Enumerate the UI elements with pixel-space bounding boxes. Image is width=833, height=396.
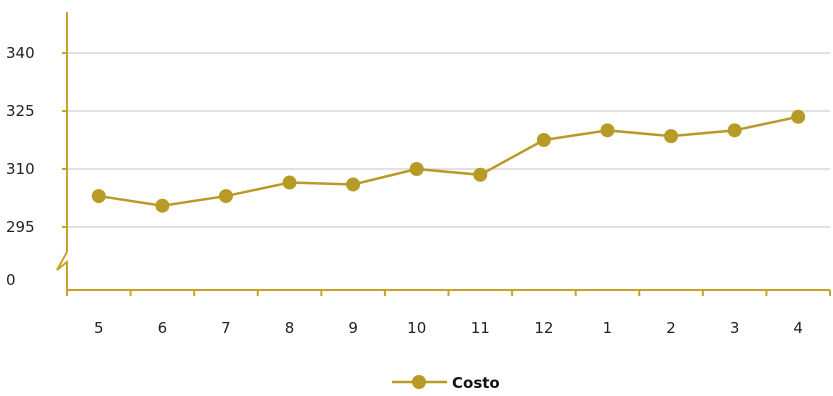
data-point bbox=[282, 175, 297, 190]
x-tick-label: 3 bbox=[730, 319, 740, 337]
x-axis-ticks: 5 6 7 8 9 10 11 12 1 2 3 4 bbox=[94, 319, 803, 337]
x-tick-label: 4 bbox=[793, 319, 803, 337]
y-tick-label: 340 bbox=[6, 44, 35, 62]
x-tick-label: 2 bbox=[666, 319, 676, 337]
x-tick-label: 8 bbox=[285, 319, 295, 337]
x-tick-label: 10 bbox=[407, 319, 426, 337]
axis-break-marker bbox=[56, 251, 68, 296]
series-line bbox=[98, 115, 799, 207]
x-tick-label: 11 bbox=[471, 319, 490, 337]
legend-marker bbox=[412, 375, 426, 389]
x-tick-label: 12 bbox=[534, 319, 553, 337]
grid-lines bbox=[67, 52, 830, 228]
y-tick-label: 0 bbox=[6, 271, 16, 289]
data-point bbox=[91, 189, 106, 204]
series-costo bbox=[91, 109, 806, 213]
data-point bbox=[791, 109, 806, 124]
x-tick-label: 9 bbox=[348, 319, 358, 337]
legend-label: Costo bbox=[452, 374, 500, 392]
x-tick-label: 6 bbox=[158, 319, 168, 337]
y-tick-label: 295 bbox=[6, 218, 35, 236]
x-tick-label: 1 bbox=[603, 319, 613, 337]
data-point bbox=[536, 133, 551, 147]
data-point bbox=[346, 177, 361, 192]
data-point bbox=[600, 123, 615, 138]
data-point bbox=[409, 162, 424, 176]
data-point bbox=[218, 189, 233, 204]
y-tick-label: 325 bbox=[6, 102, 35, 120]
data-point bbox=[664, 129, 679, 144]
data-point bbox=[473, 167, 488, 182]
y-axis-ticks: 340 325 310 295 0 bbox=[6, 44, 35, 289]
legend: Costo bbox=[392, 374, 500, 392]
data-point bbox=[155, 198, 170, 213]
x-tick-label: 7 bbox=[221, 319, 231, 337]
data-point bbox=[727, 123, 742, 138]
y-tick-label: 310 bbox=[6, 160, 35, 178]
x-tick-label: 5 bbox=[94, 319, 104, 337]
axes bbox=[56, 12, 831, 296]
